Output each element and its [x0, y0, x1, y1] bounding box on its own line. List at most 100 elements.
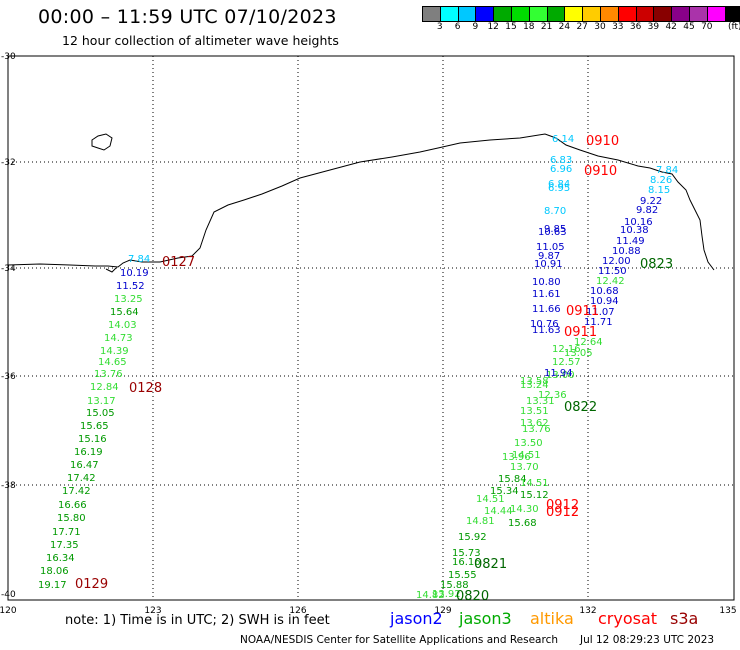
wave-height-value: 14.03 [108, 320, 137, 331]
colorbar-swatch [707, 7, 726, 21]
wave-height-value: 12.64 [574, 337, 603, 348]
wave-height-value: 15.68 [508, 518, 537, 529]
wave-height-value: 10.91 [534, 259, 563, 270]
wave-height-value: 13.00 [546, 370, 575, 381]
colorbar-unit: (ft) [728, 22, 740, 32]
wave-height-value: 14.44 [484, 506, 513, 517]
pass-time-label: 0911 [564, 325, 597, 340]
legend-cryosat: cryosat [598, 609, 658, 628]
colorbar-swatch [565, 7, 584, 21]
colorbar-label: 9 [472, 22, 479, 32]
wave-height-value: 14.65 [98, 357, 127, 368]
wave-height-value: 12.16 [552, 344, 581, 355]
colorbar-swatch [529, 7, 548, 21]
wave-height-value: 11.50 [598, 266, 627, 277]
wave-height-value: 12.84 [90, 382, 119, 393]
latitude-tick-label: -30 [1, 52, 16, 62]
wave-height-value: 6.14 [552, 134, 574, 145]
wave-height-value: 19.17 [38, 580, 67, 591]
colorbar-label: 15 [505, 22, 517, 32]
longitude-tick-label: 120 [0, 606, 17, 616]
wave-height-value: 14.30 [510, 504, 539, 515]
wave-height-value: 10.76 [530, 319, 559, 330]
latitude-tick-label: -34 [1, 264, 16, 274]
wave-height-value: 11.94 [544, 368, 573, 379]
colorbar-swatch [725, 7, 740, 21]
wave-height-value: 17.71 [52, 527, 81, 538]
wave-height-value: 13.70 [510, 462, 539, 473]
colorbar-swatch [423, 7, 441, 21]
wave-height-value: 12.36 [538, 390, 567, 401]
footer-credit: NOAA/NESDIS Center for Satellite Applica… [240, 634, 558, 646]
wave-height-value: 10.16 [624, 217, 653, 228]
map-subtitle: 12 hour collection of altimeter wave hei… [62, 33, 339, 48]
wave-height-value: 11.71 [584, 317, 613, 328]
colorbar-label: 33 [612, 22, 624, 32]
wave-height-value: 15.64 [110, 307, 139, 318]
wave-height-value: 13.24 [520, 380, 549, 391]
colorbar-label: 27 [576, 22, 588, 32]
wave-height-value: 12.42 [596, 276, 625, 287]
wave-height-value: 9.87 [538, 251, 560, 262]
wave-height-value: 11.63 [532, 325, 561, 336]
wave-height-value: 16.66 [58, 500, 87, 511]
wave-height-value: 7.84 [656, 165, 678, 176]
wave-height-value: 15.55 [448, 570, 477, 581]
longitude-tick-label: 132 [579, 606, 596, 616]
colorbar-swatch [458, 7, 477, 21]
wave-height-value: 13.51 [520, 406, 549, 417]
wave-height-value: 17.35 [50, 540, 79, 551]
wave-height-value: 13.92 [432, 589, 461, 600]
wave-height-colorbar [422, 6, 740, 22]
legend-jason3: jason3 [459, 609, 512, 628]
wave-height-value: 8.26 [650, 175, 672, 186]
wave-height-value: 15.16 [78, 434, 107, 445]
pass-time-label: 0911 [566, 304, 599, 319]
colorbar-label: 24 [558, 22, 571, 32]
wave-height-value: 13.76 [522, 424, 551, 435]
colorbar-swatch [636, 7, 655, 21]
colorbar-label: 6 [454, 22, 461, 32]
wave-height-value: 11.66 [532, 304, 561, 315]
wave-height-value: 6.96 [550, 164, 572, 175]
wave-height-value: 14.39 [100, 346, 129, 357]
wave-height-value: 11.52 [116, 281, 145, 292]
wave-height-value: 13.31 [526, 396, 555, 407]
map-frame [7, 55, 735, 601]
wave-height-value: 15.80 [57, 513, 86, 524]
colorbar-swatch [511, 7, 530, 21]
wave-height-value: 11.07 [586, 307, 615, 318]
wave-height-value: 13.58 [520, 376, 549, 387]
legend-altika: altika [530, 609, 574, 628]
pass-time-label: 0823 [640, 257, 673, 272]
colorbar-label: 45 [683, 22, 695, 32]
wave-height-value: 9.22 [640, 196, 662, 207]
wave-height-value: 9.85 [544, 224, 566, 235]
island [91, 133, 113, 151]
wave-height-value: 17.42 [62, 486, 91, 497]
latitude-tick-label: -38 [1, 481, 16, 491]
wave-height-value: 16.16 [452, 557, 481, 568]
wave-height-value: 12.00 [602, 256, 631, 267]
colorbar-swatch [618, 7, 637, 21]
wave-height-value: 15.34 [490, 486, 519, 497]
colorbar-label: 21 [540, 22, 553, 32]
pass-time-label: 0820 [456, 589, 489, 604]
wave-height-value: 13.76 [94, 369, 123, 380]
wave-height-value: 14.73 [104, 333, 133, 344]
wave-height-value: 11.61 [532, 289, 561, 300]
coastline [7, 133, 715, 271]
wave-height-value: 16.19 [74, 447, 103, 458]
legend-jason2: jason2 [390, 609, 443, 628]
pass-time-label: 0127 [162, 255, 195, 270]
wave-height-value: 13.05 [564, 348, 593, 359]
axis-labels: 120 123 126 129 132 135 -30 -32 -34 -36 -38 -40 [0, 52, 737, 616]
wave-height-value: 15.84 [498, 474, 527, 485]
wave-height-value: 13.25 [114, 294, 143, 305]
pass-time-label: 0822 [564, 400, 597, 415]
pass-time-label: 0912 [546, 498, 579, 513]
colorbar-swatch [689, 7, 708, 21]
wave-height-value: 13.96 [502, 452, 531, 463]
colorbar-swatch [654, 7, 673, 21]
